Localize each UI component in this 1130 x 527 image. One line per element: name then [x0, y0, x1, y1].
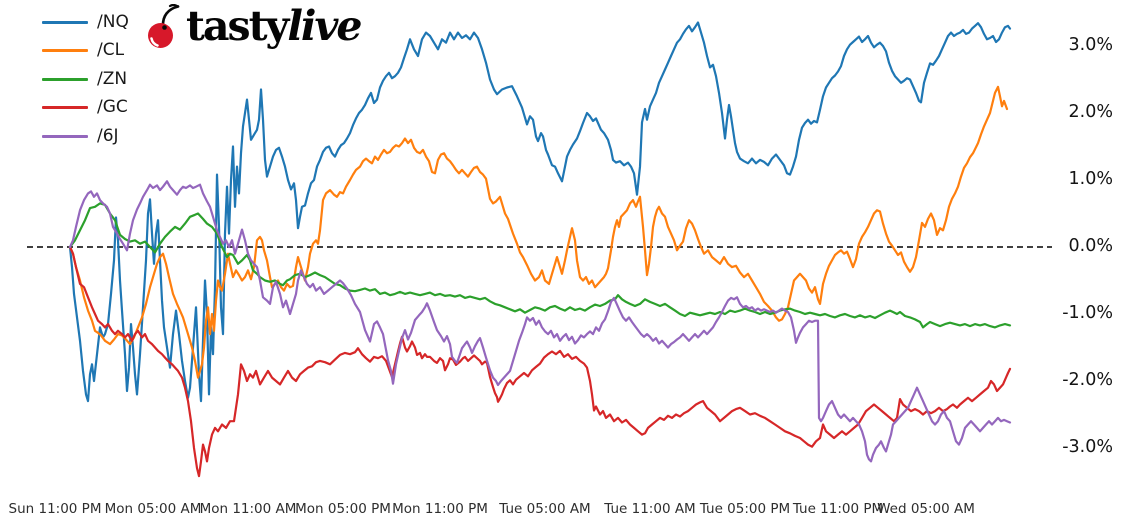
y-tick-label: -3.0%	[1062, 437, 1113, 457]
y-tick-label: -2.0%	[1062, 370, 1113, 390]
cl-line-swatch	[42, 49, 88, 53]
nq-line-swatch	[42, 20, 88, 24]
legend: /NQ /CL /ZN /GC /6J	[42, 8, 129, 151]
x-tick-label: Mon 05:00 PM	[295, 501, 391, 517]
gc-line	[68, 245, 1012, 478]
y-tick-label: -1.0%	[1062, 303, 1113, 323]
cl-line	[68, 85, 1009, 379]
legend-item-gc: /GC	[42, 94, 129, 123]
legend-label-6j: /6J	[97, 125, 119, 146]
y-tick-label: 2.0%	[1068, 102, 1113, 122]
legend-label-gc: /GC	[97, 97, 128, 118]
legend-label-nq: /NQ	[97, 11, 129, 32]
gc-line-swatch	[42, 106, 88, 110]
legend-item-nq: /NQ	[42, 8, 129, 37]
legend-label-cl: /CL	[97, 40, 125, 61]
legend-item-zn: /ZN	[42, 65, 129, 94]
6j-line	[68, 180, 1012, 463]
x-tick-label: Mon 11:00 AM	[199, 501, 297, 517]
y-tick-label: 0.0%	[1068, 236, 1113, 256]
legend-item-cl: /CL	[42, 37, 129, 66]
legend-item-6j: /6J	[42, 122, 129, 151]
tastylive-logo: tastylive	[147, 2, 362, 50]
x-tick-label: Mon 11:00 PM	[392, 501, 488, 517]
x-tick-label: Tue 11:00 PM	[792, 501, 884, 517]
zn-line-swatch	[42, 77, 88, 81]
x-tick-label: Wed 05:00 AM	[877, 501, 975, 517]
y-tick-label: 1.0%	[1068, 169, 1113, 189]
x-tick-label: Sun 11:00 PM	[8, 501, 102, 517]
legend-label-zn: /ZN	[97, 68, 128, 89]
tastylive-wordmark: tastylive	[186, 2, 362, 50]
x-tick-label: Tue 11:00 AM	[604, 501, 696, 517]
y-tick-label: 3.0%	[1068, 35, 1113, 55]
cherry-icon	[148, 4, 180, 48]
zn-line	[68, 202, 1012, 329]
6j-line-swatch	[42, 134, 88, 138]
x-tick-label: Tue 05:00 PM	[699, 501, 791, 517]
x-tick-label: Mon 05:00 AM	[104, 501, 202, 517]
x-tick-label: Tue 05:00 AM	[499, 501, 591, 517]
